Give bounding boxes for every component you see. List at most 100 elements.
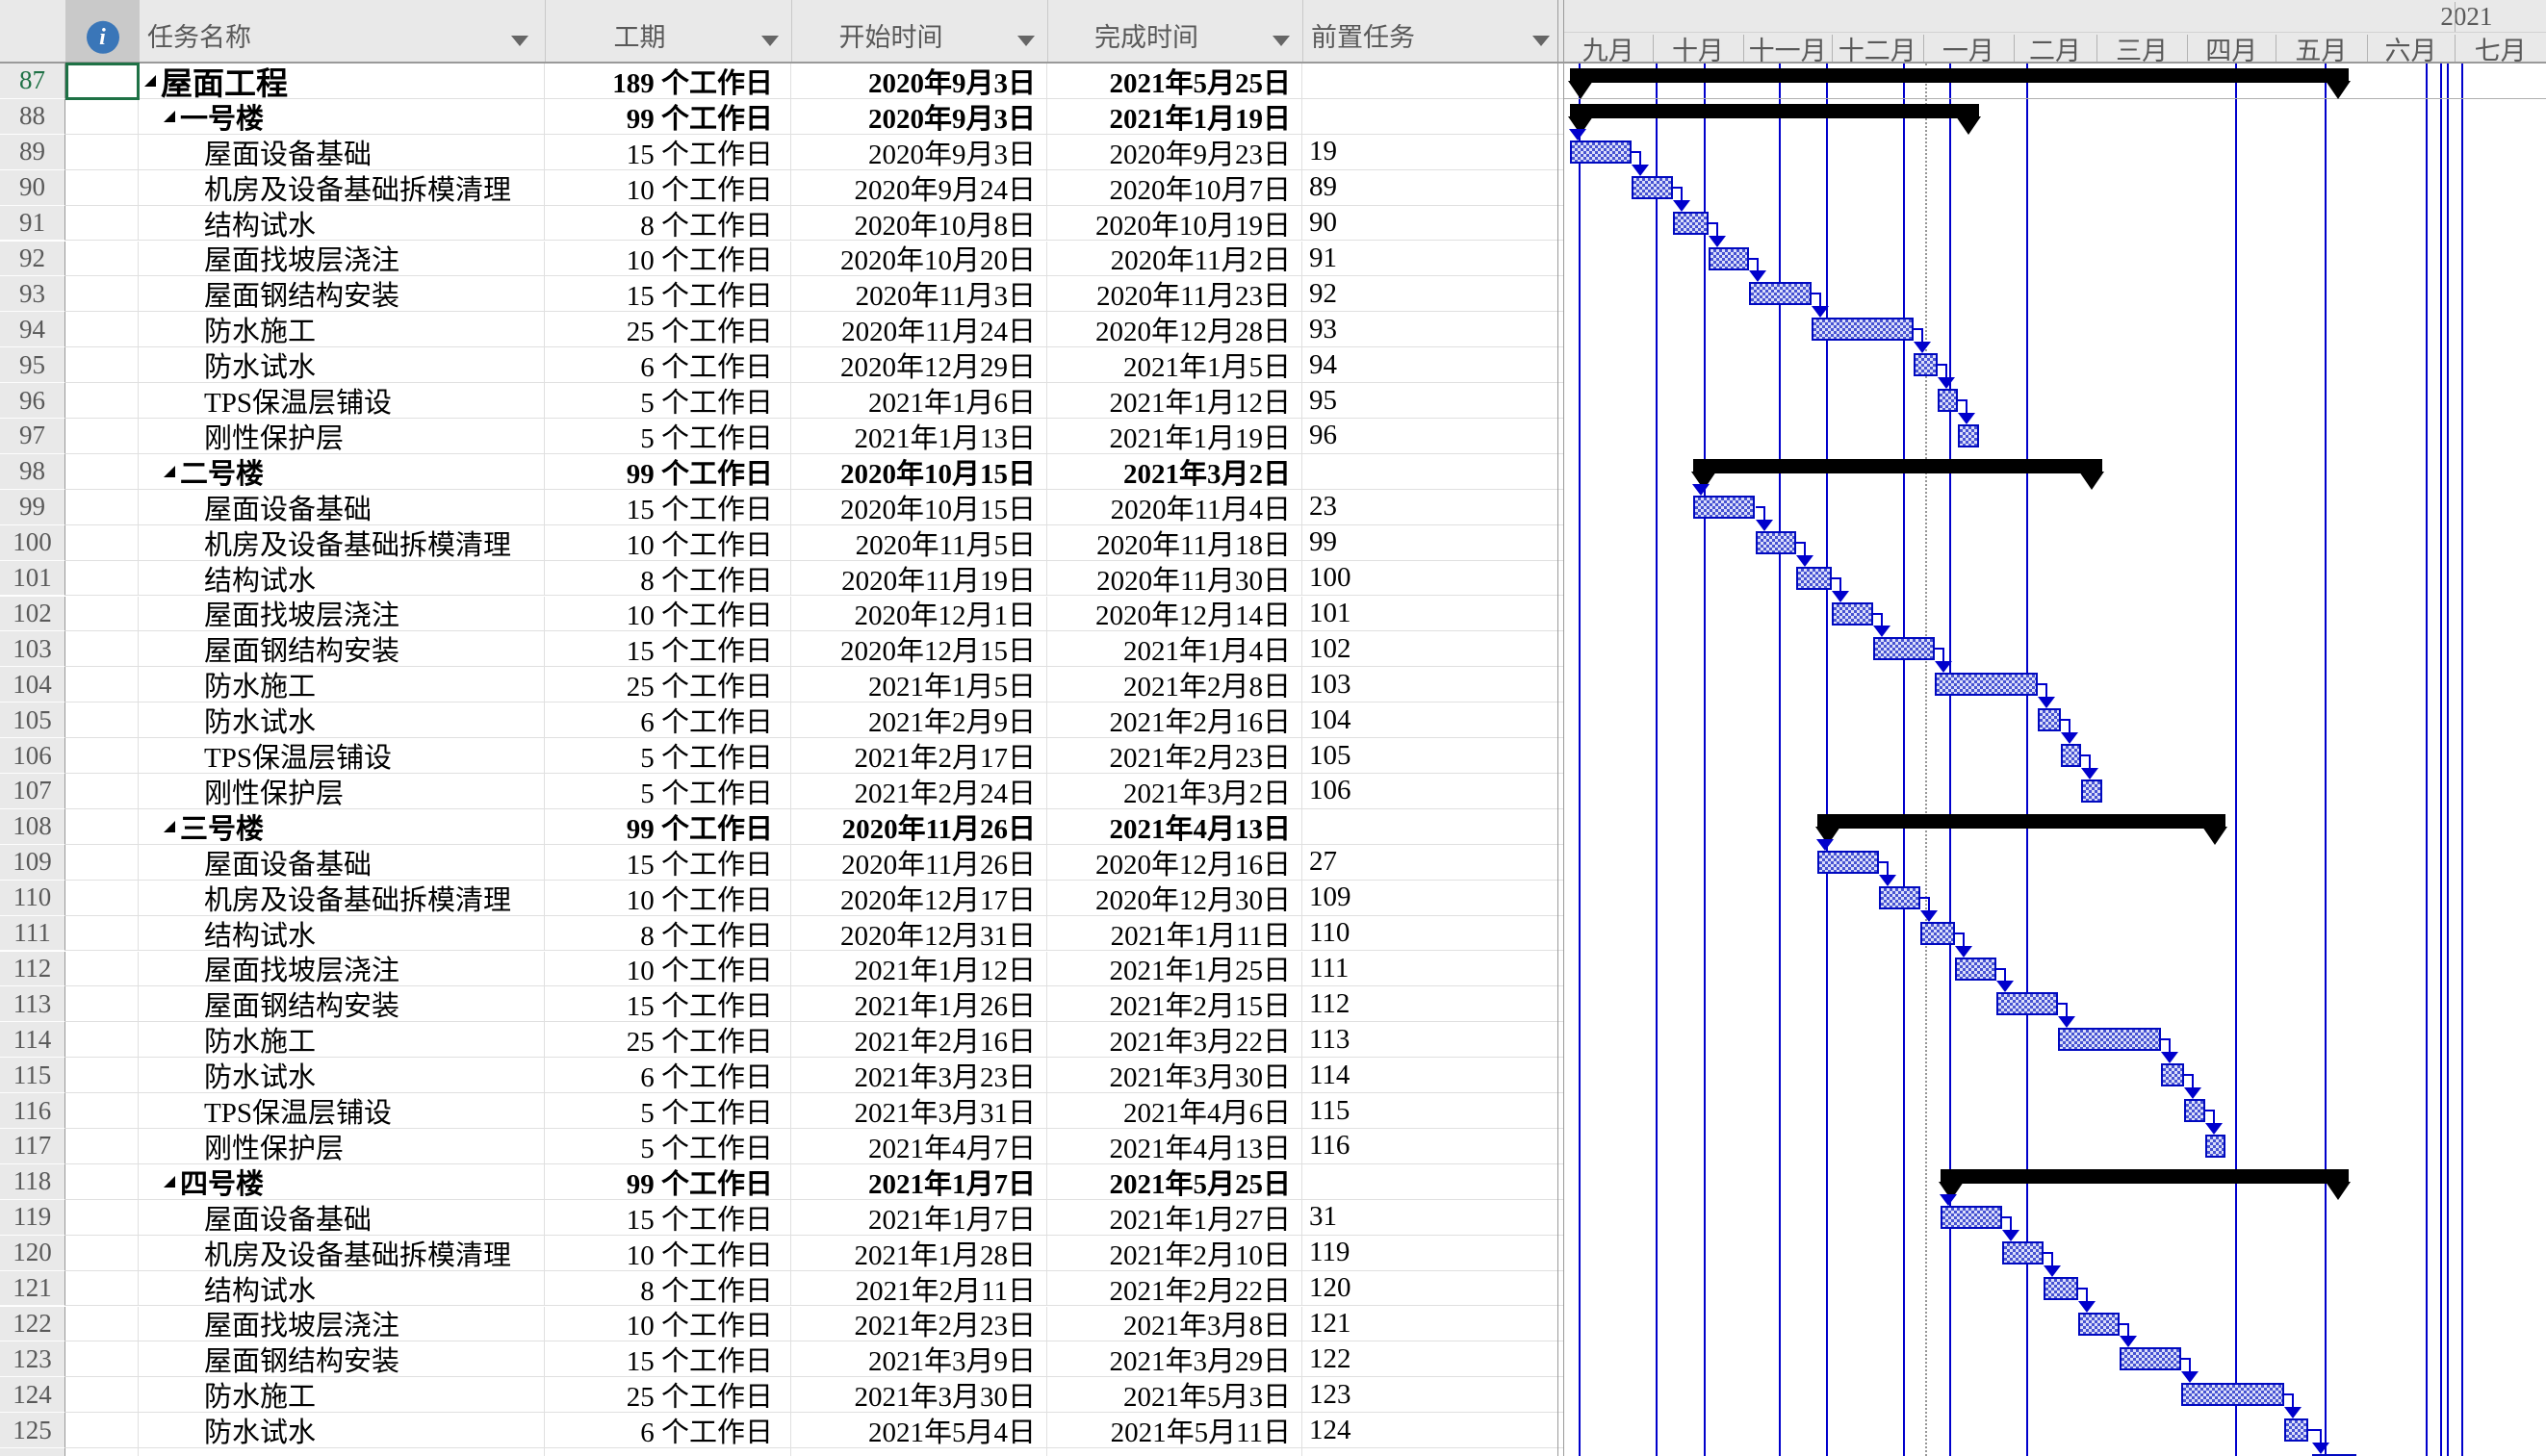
cell-name-109[interactable]: 屋面设备基础 (139, 844, 545, 881)
cell-info-124[interactable] (65, 1377, 139, 1414)
cell-info-116[interactable] (65, 1093, 139, 1129)
cell-finish-125[interactable]: 2021年5月11日 (1047, 1413, 1302, 1449)
cell-name-111[interactable]: 结构试水 (139, 915, 545, 952)
row-number-120[interactable]: 120 (0, 1235, 65, 1271)
cell-finish-117[interactable]: 2021年4月13日 (1047, 1129, 1302, 1164)
collapse-triangle-icon[interactable] (144, 74, 156, 87)
cell-info-92[interactable] (65, 241, 139, 277)
row-number-109[interactable]: 109 (0, 844, 65, 881)
cell-info-115[interactable] (65, 1058, 139, 1094)
cell-predecessor-120[interactable]: 119 (1302, 1235, 1564, 1271)
gantt-bar-summary-118[interactable] (1940, 1168, 2350, 1184)
cell-predecessor-114[interactable]: 113 (1302, 1022, 1564, 1059)
cell-info-95[interactable] (65, 347, 139, 384)
cell-duration-93[interactable]: 15 个工作日 (545, 276, 791, 313)
cell-info-88[interactable] (65, 98, 139, 135)
cell-start-108[interactable]: 2020年11月26日 (791, 808, 1047, 845)
cell-name-98[interactable]: 二号楼 (139, 453, 545, 490)
cell-duration-96[interactable]: 5 个工作日 (545, 383, 791, 419)
gantt-bar-task-111[interactable] (1919, 921, 1956, 945)
cell-info-106[interactable] (65, 738, 139, 774)
cell-finish-87[interactable]: 2021年5月25日 (1047, 64, 1302, 99)
cell-duration-88[interactable]: 99 个工作日 (545, 98, 791, 135)
gantt-bar-task-96[interactable] (1937, 389, 1959, 413)
cell-info-99[interactable] (65, 489, 139, 525)
cell-predecessor-115[interactable]: 114 (1302, 1058, 1564, 1094)
cell-start-120[interactable]: 2021年1月28日 (791, 1235, 1047, 1271)
cell-duration-106[interactable]: 5 个工作日 (545, 738, 791, 774)
row-number-119[interactable]: 119 (0, 1199, 65, 1236)
cell-name-94[interactable]: 防水施工 (139, 312, 545, 348)
cell-predecessor-107[interactable]: 106 (1302, 774, 1564, 809)
cell-info-122[interactable] (65, 1306, 139, 1342)
row-number-90[interactable]: 90 (0, 169, 65, 206)
cell-info-93[interactable] (65, 276, 139, 313)
cell-start-126[interactable] (791, 1448, 1047, 1456)
cell-name-119[interactable]: 屋面设备基础 (139, 1199, 545, 1236)
cell-name-99[interactable]: 屋面设备基础 (139, 489, 545, 525)
cell-name-103[interactable]: 屋面钢结构安装 (139, 631, 545, 668)
cell-predecessor-118[interactable] (1302, 1163, 1564, 1200)
cell-duration-94[interactable]: 25 个工作日 (545, 312, 791, 348)
cell-predecessor-122[interactable]: 121 (1302, 1306, 1564, 1342)
cell-duration-105[interactable]: 6 个工作日 (545, 702, 791, 739)
cell-name-105[interactable]: 防水试水 (139, 702, 545, 739)
cell-finish-121[interactable]: 2021年2月22日 (1047, 1270, 1302, 1307)
cell-info-90[interactable] (65, 169, 139, 206)
cell-predecessor-104[interactable]: 103 (1302, 667, 1564, 703)
cell-predecessor-106[interactable]: 105 (1302, 738, 1564, 774)
cell-name-97[interactable]: 刚性保护层 (139, 419, 545, 454)
cell-start-116[interactable]: 2021年3月31日 (791, 1093, 1047, 1129)
cell-duration-90[interactable]: 10 个工作日 (545, 169, 791, 206)
gantt-bar-task-93[interactable] (1749, 282, 1812, 306)
cell-info-114[interactable] (65, 1022, 139, 1059)
row-number-110[interactable]: 110 (0, 880, 65, 916)
cell-predecessor-99[interactable]: 23 (1302, 489, 1564, 525)
cell-duration-100[interactable]: 10 个工作日 (545, 524, 791, 561)
gantt-bar-task-120[interactable] (2002, 1240, 2044, 1264)
cell-predecessor-116[interactable]: 115 (1302, 1093, 1564, 1129)
cell-predecessor-96[interactable]: 95 (1302, 383, 1564, 419)
cell-start-88[interactable]: 2020年9月3日 (791, 98, 1047, 135)
cell-finish-99[interactable]: 2020年11月4日 (1047, 489, 1302, 525)
cell-finish-98[interactable]: 2021年3月2日 (1047, 453, 1302, 490)
cell-finish-106[interactable]: 2021年2月23日 (1047, 738, 1302, 774)
row-number-118[interactable]: 118 (0, 1163, 65, 1200)
collapse-triangle-icon[interactable] (164, 1175, 175, 1188)
cell-info-123[interactable] (65, 1341, 139, 1378)
cell-duration-91[interactable]: 8 个工作日 (545, 205, 791, 242)
column-header-finish[interactable]: 完成时间 (1047, 0, 1302, 62)
cell-duration-87[interactable]: 189 个工作日 (545, 64, 791, 99)
cell-name-89[interactable]: 屋面设备基础 (139, 134, 545, 170)
cell-finish-123[interactable]: 2021年3月29日 (1047, 1341, 1302, 1378)
cell-predecessor-97[interactable]: 96 (1302, 419, 1564, 454)
cell-start-94[interactable]: 2020年11月24日 (791, 312, 1047, 348)
cell-start-124[interactable]: 2021年3月30日 (791, 1377, 1047, 1414)
row-number-89[interactable]: 89 (0, 134, 65, 170)
timescale-month-一月[interactable]: 一月 (1942, 36, 1994, 65)
gantt-bar-task-125[interactable] (2284, 1418, 2308, 1443)
cell-info-103[interactable] (65, 631, 139, 668)
cell-predecessor-94[interactable]: 93 (1302, 312, 1564, 348)
timescale-month-七月[interactable]: 七月 (2474, 36, 2527, 65)
cell-name-96[interactable]: TPS保温层铺设 (139, 383, 545, 419)
cell-finish-102[interactable]: 2020年12月14日 (1047, 596, 1302, 632)
cell-start-114[interactable]: 2021年2月16日 (791, 1022, 1047, 1059)
cell-finish-124[interactable]: 2021年5月3日 (1047, 1377, 1302, 1414)
row-number-114[interactable]: 114 (0, 1022, 65, 1059)
cell-info-110[interactable] (65, 880, 139, 916)
active-cell-selection[interactable] (65, 63, 140, 100)
collapse-triangle-icon[interactable] (164, 820, 175, 832)
cell-predecessor-93[interactable]: 92 (1302, 276, 1564, 313)
gantt-bar-task-117[interactable] (2204, 1135, 2226, 1158)
cell-start-122[interactable]: 2021年2月23日 (791, 1306, 1047, 1342)
row-number-96[interactable]: 96 (0, 383, 65, 419)
cell-start-109[interactable]: 2020年11月26日 (791, 844, 1047, 881)
row-number-115[interactable]: 115 (0, 1058, 65, 1094)
cell-duration-109[interactable]: 15 个工作日 (545, 844, 791, 881)
gantt-bar-task-101[interactable] (1796, 566, 1832, 590)
filter-arrow-icon[interactable] (1532, 36, 1550, 46)
gantt-bar-task-112[interactable] (1955, 957, 1996, 981)
row-number-102[interactable]: 102 (0, 596, 65, 632)
row-number-122[interactable]: 122 (0, 1306, 65, 1342)
